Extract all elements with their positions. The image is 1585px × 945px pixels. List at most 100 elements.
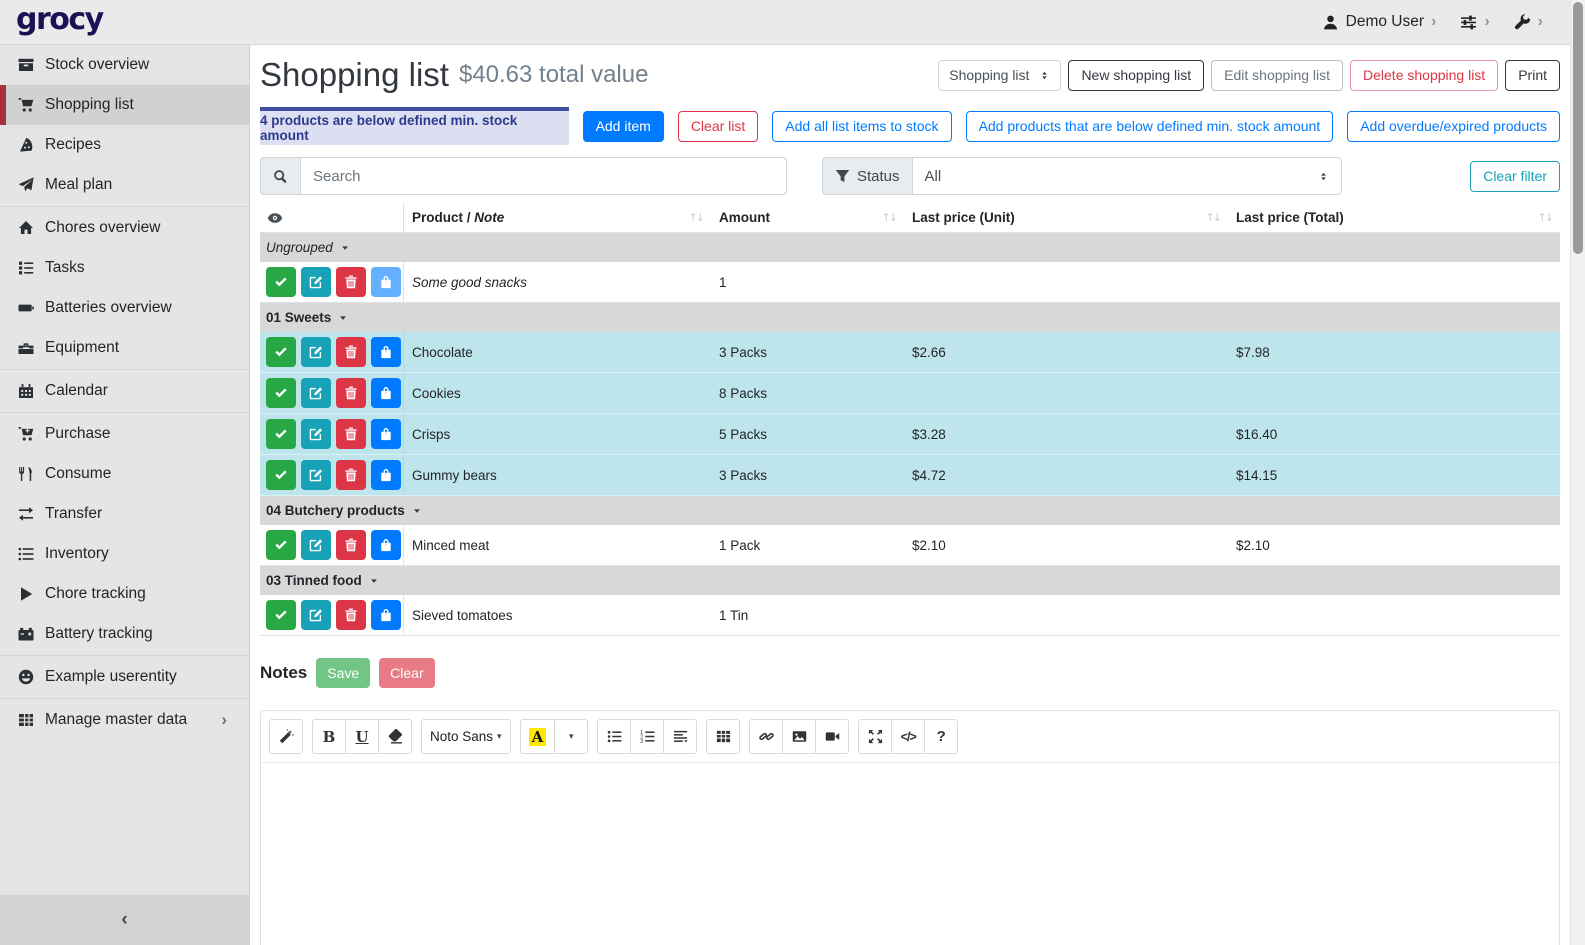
paper-plane-icon bbox=[14, 177, 37, 193]
product-card-button[interactable] bbox=[371, 267, 401, 297]
sidebar-item-battery-tracking[interactable]: Battery tracking bbox=[0, 614, 249, 654]
product-column-header[interactable]: Product / Note ↑↓ bbox=[404, 203, 711, 232]
notes-clear-button[interactable]: Clear bbox=[379, 658, 434, 688]
sidebar-item-stock-overview[interactable]: Stock overview bbox=[0, 45, 249, 85]
product-card-button[interactable] bbox=[371, 419, 401, 449]
admin-menu[interactable]: › bbox=[1514, 14, 1543, 31]
video-button[interactable] bbox=[815, 719, 849, 754]
fullscreen-button[interactable] bbox=[858, 719, 892, 754]
search-icon bbox=[260, 157, 300, 195]
group-header-03-tinned-food[interactable]: 03 Tinned food bbox=[260, 566, 1560, 595]
picture-button[interactable] bbox=[782, 719, 816, 754]
sidebar-item-purchase[interactable]: Purchase bbox=[0, 414, 249, 454]
delete-item-button[interactable] bbox=[336, 600, 366, 630]
mark-done-button[interactable] bbox=[266, 378, 296, 408]
product-card-button[interactable] bbox=[371, 530, 401, 560]
sidebar-item-chore-tracking[interactable]: Chore tracking bbox=[0, 574, 249, 614]
ordered-list-button[interactable]: 123 bbox=[630, 719, 664, 754]
edit-item-button[interactable] bbox=[301, 600, 331, 630]
scrollbar-thumb[interactable] bbox=[1573, 2, 1583, 254]
sidebar-item-batteries-overview[interactable]: Batteries overview bbox=[0, 288, 249, 328]
sidebar-item-example-userentity[interactable]: Example userentity bbox=[0, 657, 249, 697]
sidebar-item-equipment[interactable]: Equipment bbox=[0, 328, 249, 368]
tasks-icon bbox=[14, 260, 37, 276]
mark-done-button[interactable] bbox=[266, 460, 296, 490]
mark-done-button[interactable] bbox=[266, 337, 296, 367]
mark-done-button[interactable] bbox=[266, 419, 296, 449]
delete-item-button[interactable] bbox=[336, 337, 366, 367]
help-button[interactable]: ? bbox=[924, 719, 958, 754]
mark-done-button[interactable] bbox=[266, 600, 296, 630]
add-all-list-items-to-stock-button[interactable]: Add all list items to stock bbox=[772, 111, 951, 142]
add-item-button[interactable]: Add item bbox=[583, 111, 664, 142]
delete-item-button[interactable] bbox=[336, 530, 366, 560]
app-logo[interactable]: grocy bbox=[16, 5, 103, 39]
delete-item-button[interactable] bbox=[336, 267, 366, 297]
edit-item-button[interactable] bbox=[301, 419, 331, 449]
delete-shopping-list-button[interactable]: Delete shopping list bbox=[1350, 60, 1498, 91]
sidebar-item-consume[interactable]: Consume bbox=[0, 454, 249, 494]
sidebar-item-recipes[interactable]: Recipes bbox=[0, 125, 249, 165]
user-menu[interactable]: Demo User › bbox=[1322, 13, 1437, 31]
sidebar-item-calendar[interactable]: Calendar bbox=[0, 371, 249, 411]
product-name: Cookies bbox=[404, 386, 711, 401]
table-button[interactable] bbox=[706, 719, 740, 754]
codeview-button[interactable]: </> bbox=[891, 719, 925, 754]
amount-column-header[interactable]: Amount ↑↓ bbox=[711, 203, 904, 232]
edit-item-button[interactable] bbox=[301, 460, 331, 490]
shopping-list-select[interactable]: Shopping list bbox=[938, 60, 1061, 91]
clear-format-button[interactable] bbox=[378, 719, 412, 754]
delete-item-button[interactable] bbox=[336, 419, 366, 449]
edit-item-button[interactable] bbox=[301, 530, 331, 560]
edit-item-button[interactable] bbox=[301, 378, 331, 408]
mark-done-button[interactable] bbox=[266, 267, 296, 297]
font-family-button[interactable]: Noto Sans▾ bbox=[421, 719, 511, 754]
sidebar-collapse-button[interactable]: ‹ bbox=[0, 895, 249, 945]
product-card-button[interactable] bbox=[371, 378, 401, 408]
text-color-button[interactable]: A bbox=[520, 719, 556, 754]
clear-list-button[interactable]: Clear list bbox=[678, 111, 758, 142]
settings-menu[interactable]: › bbox=[1460, 14, 1489, 31]
notes-save-button[interactable]: Save bbox=[316, 658, 370, 688]
group-header-01-sweets[interactable]: 01 Sweets bbox=[260, 303, 1560, 332]
magic-style-button[interactable] bbox=[269, 719, 303, 754]
edit-item-button[interactable] bbox=[301, 337, 331, 367]
sidebar-item-shopping-list[interactable]: Shopping list bbox=[0, 85, 249, 125]
paragraph-button[interactable] bbox=[663, 719, 697, 754]
unordered-list-button[interactable] bbox=[597, 719, 631, 754]
edit-item-button[interactable] bbox=[301, 267, 331, 297]
edit-shopping-list-button[interactable]: Edit shopping list bbox=[1211, 60, 1343, 91]
toolbar-group: A▾ bbox=[520, 719, 589, 754]
sidebar-item-manage-master-data[interactable]: Manage master data› bbox=[0, 700, 249, 740]
bold-button[interactable]: B bbox=[312, 719, 346, 754]
notes-editor-textarea[interactable] bbox=[261, 762, 1559, 945]
product-card-button[interactable] bbox=[371, 337, 401, 367]
last-price-total: $2.10 bbox=[1228, 538, 1560, 553]
link-button[interactable] bbox=[749, 719, 783, 754]
search-input[interactable] bbox=[300, 157, 787, 195]
unit-price-column-header[interactable]: Last price (Unit) ↑↓ bbox=[904, 203, 1228, 232]
group-header-04-butchery-products[interactable]: 04 Butchery products bbox=[260, 496, 1560, 525]
status-filter-select[interactable]: All bbox=[912, 157, 1342, 195]
add-products-that-are-below-defined-min-stock-amount-button[interactable]: Add products that are below defined min.… bbox=[966, 111, 1334, 142]
sidebar-item-tasks[interactable]: Tasks bbox=[0, 248, 249, 288]
underline-button[interactable]: U bbox=[345, 719, 379, 754]
mark-done-button[interactable] bbox=[266, 530, 296, 560]
new-shopping-list-button[interactable]: New shopping list bbox=[1068, 60, 1204, 91]
total-price-column-header[interactable]: Last price (Total) ↑↓ bbox=[1228, 203, 1560, 232]
sidebar-item-inventory[interactable]: Inventory bbox=[0, 534, 249, 574]
print-button[interactable]: Print bbox=[1505, 60, 1560, 91]
delete-item-button[interactable] bbox=[336, 460, 366, 490]
sidebar-item-meal-plan[interactable]: Meal plan bbox=[0, 165, 249, 205]
sidebar-item-transfer[interactable]: Transfer bbox=[0, 494, 249, 534]
text-color-caret-button[interactable]: ▾ bbox=[554, 719, 588, 754]
delete-item-button[interactable] bbox=[336, 378, 366, 408]
product-card-button[interactable] bbox=[371, 460, 401, 490]
product-card-button[interactable] bbox=[371, 600, 401, 630]
clear-filter-button[interactable]: Clear filter bbox=[1470, 161, 1560, 192]
add-overdue-expired-products-button[interactable]: Add overdue/expired products bbox=[1347, 111, 1560, 142]
column-visibility-header[interactable] bbox=[260, 203, 404, 232]
sidebar-item-chores-overview[interactable]: Chores overview bbox=[0, 208, 249, 248]
sliders-icon bbox=[1460, 14, 1477, 31]
group-header-ungrouped[interactable]: Ungrouped bbox=[260, 233, 1560, 262]
